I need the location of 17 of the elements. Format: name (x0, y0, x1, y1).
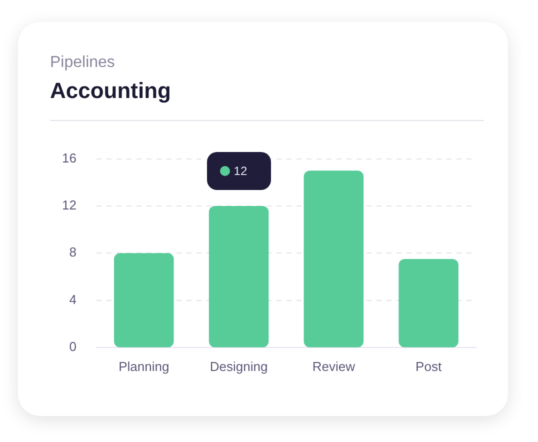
y-tick-label: 0 (69, 338, 76, 354)
tooltip: 12 (206, 152, 271, 190)
bar (208, 206, 269, 348)
x-tick-label: Review (312, 358, 356, 374)
annotation: 12 (234, 164, 248, 178)
y-tick-label: 16 (62, 150, 76, 166)
bar (114, 253, 174, 348)
bar (398, 258, 458, 348)
y-tick-label: 12 (62, 198, 76, 213)
y-tick-label: 4 (69, 292, 76, 307)
x-tick-label: Planning (118, 358, 170, 374)
bar (304, 170, 364, 348)
x-tick-label: Post (416, 358, 442, 374)
chart-subtitle: Pipelines (50, 54, 116, 72)
y-tick-label: 8 (69, 244, 76, 260)
chart-title: Accounting (50, 78, 172, 104)
x-tick-label: Designing (210, 358, 268, 374)
